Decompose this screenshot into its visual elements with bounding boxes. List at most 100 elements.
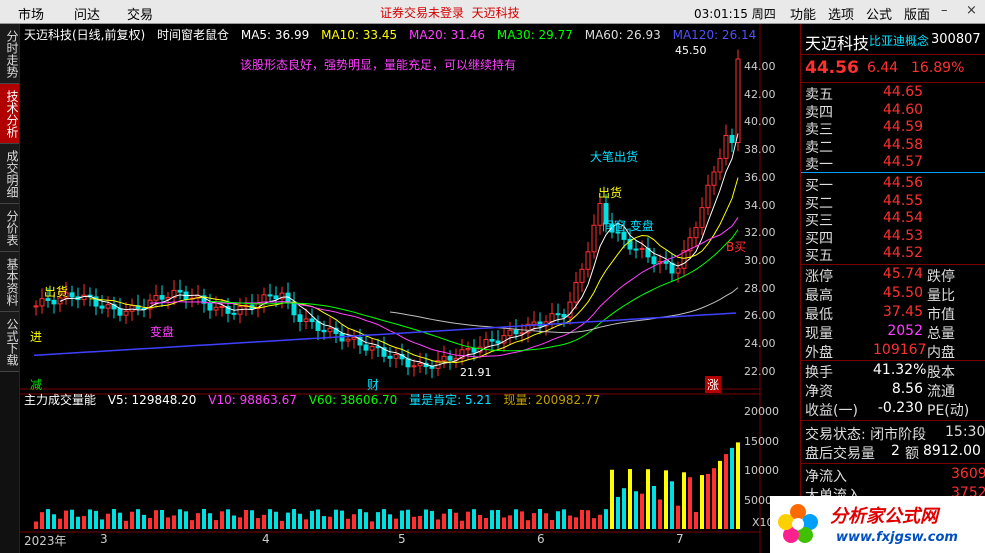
flower-icon xyxy=(770,496,985,553)
indicator-name[interactable]: 时间窗老鼠仓 xyxy=(157,28,230,42)
left-tab-bar: 分时走势 技术分析 成交明细 分价表 基本资料 公式下载 xyxy=(0,24,20,553)
menu-market[interactable]: 市场 xyxy=(18,8,45,23)
menu-layout[interactable]: 版面 xyxy=(904,8,931,23)
volume-bar xyxy=(322,516,326,529)
ma-line xyxy=(209,229,739,352)
menu-inquiry[interactable]: 问达 xyxy=(74,8,101,23)
volume-bar xyxy=(730,447,734,529)
candle-body xyxy=(447,355,453,361)
volume-bar xyxy=(718,460,722,529)
volume-bar xyxy=(100,519,104,529)
volume-bar xyxy=(664,470,668,529)
candle-body xyxy=(273,295,279,300)
candle-body xyxy=(531,321,537,325)
candle-body xyxy=(639,247,645,250)
volume-bar xyxy=(184,511,188,529)
ma-line xyxy=(389,287,739,334)
minimize-icon[interactable]: – xyxy=(941,3,948,18)
volume-bar xyxy=(58,518,62,529)
buy-small-annotation: 进 xyxy=(30,330,43,344)
volume-bar xyxy=(280,520,284,529)
menu-trade[interactable]: 交易 xyxy=(127,8,154,23)
volume-bar xyxy=(430,510,434,529)
close-icon[interactable]: × xyxy=(966,3,977,18)
tab-deal-detail[interactable]: 成交明细 xyxy=(0,144,19,204)
tab-price-table[interactable]: 分价表 xyxy=(0,204,19,252)
buy-level-row[interactable]: 买二 44.55 xyxy=(805,192,924,212)
buy-level-row[interactable]: 买五 44.52 xyxy=(805,245,924,264)
volume-bar xyxy=(484,517,488,529)
concept-tag[interactable]: 比亚迪概念 xyxy=(869,34,930,48)
stock-title: 天迈科技(日线,前复权) xyxy=(24,28,146,42)
candle-body xyxy=(213,306,219,311)
kline-chart[interactable] xyxy=(20,24,800,553)
volume-bar xyxy=(520,511,524,529)
candle-body xyxy=(693,226,699,239)
volume-bar xyxy=(124,520,128,529)
finance-marker: 财 xyxy=(367,378,380,392)
candle-body xyxy=(321,329,327,333)
candle-body xyxy=(147,299,153,310)
volume-bar xyxy=(436,519,440,529)
tab-timeshare[interactable]: 分时走势 xyxy=(0,24,19,84)
volume-bar xyxy=(508,515,512,529)
candle-body xyxy=(165,296,171,300)
date-tick: 7 xyxy=(676,532,684,546)
candle-body xyxy=(699,207,705,228)
candle-body xyxy=(171,289,177,298)
candle-body xyxy=(351,336,357,340)
candle-body xyxy=(507,329,513,337)
volume-bar xyxy=(622,488,626,529)
volume-bar xyxy=(358,509,362,529)
stat-row: 净资 8.56 流通 xyxy=(805,381,955,400)
volume-bar xyxy=(226,509,230,529)
price-tick: 32.00 xyxy=(744,226,776,240)
stat-row: 最低 37.45 市值 xyxy=(805,304,955,323)
sell-level-row[interactable]: 卖二 44.58 xyxy=(805,136,924,156)
tab-basic-info[interactable]: 基本资料 xyxy=(0,252,19,312)
volume-bar xyxy=(178,509,182,529)
candle-body xyxy=(159,295,165,300)
volume-bar xyxy=(196,513,200,529)
volume-bar xyxy=(688,477,692,529)
ma-line xyxy=(59,133,739,367)
buy-level-row[interactable]: 买三 44.54 xyxy=(805,210,924,229)
volume-bar xyxy=(592,518,596,529)
volume-bar xyxy=(214,520,218,529)
candle-body xyxy=(471,347,477,353)
candle-body xyxy=(621,231,627,240)
menu-formula[interactable]: 公式 xyxy=(866,8,893,23)
volume-bar xyxy=(640,493,644,529)
v60-label: V60: 38606.70 xyxy=(308,393,398,407)
v10-label: V10: 98863.67 xyxy=(208,393,297,407)
candle-body xyxy=(231,312,237,315)
candle-body xyxy=(681,250,687,269)
sell-level-row[interactable]: 卖四 44.60 xyxy=(805,101,924,121)
menu-function[interactable]: 功能 xyxy=(790,8,817,23)
sell-level-row[interactable]: 卖五 44.65 xyxy=(805,84,924,103)
menu-options[interactable]: 选项 xyxy=(828,8,855,23)
tab-technical[interactable]: 技术分析 xyxy=(0,84,19,144)
volume-bar xyxy=(370,521,374,529)
login-notice[interactable]: 证券交易未登录 天迈科技 xyxy=(380,6,520,20)
big-sell-annotation: 大笔出货 xyxy=(590,150,639,164)
ma60-label: MA60: 26.93 xyxy=(584,28,661,42)
candle-body xyxy=(237,306,243,315)
volume-indicator-name[interactable]: 主力成交量能 xyxy=(24,393,97,407)
volume-bar xyxy=(346,518,350,529)
price-change: 6.44 xyxy=(867,60,899,76)
buy-level-row[interactable]: 买四 44.53 xyxy=(805,227,924,247)
tab-formula-download[interactable]: 公式下载 xyxy=(0,312,19,372)
ma120-line xyxy=(33,312,737,357)
buy-level-row[interactable]: 买一 44.56 xyxy=(805,175,924,194)
price-tick: 42.00 xyxy=(744,87,776,101)
sell-level-row[interactable]: 卖三 44.59 xyxy=(805,119,924,138)
sell-level-row[interactable]: 卖一 44.57 xyxy=(805,154,924,173)
candle-body xyxy=(723,135,729,159)
candle-body xyxy=(117,308,123,316)
volume-bar xyxy=(256,518,260,529)
stat-row: 收益(一) -0.230 PE(动) xyxy=(805,400,970,419)
volume-bar xyxy=(418,516,422,529)
volume-bar xyxy=(652,485,656,529)
volume-bar xyxy=(130,511,134,529)
